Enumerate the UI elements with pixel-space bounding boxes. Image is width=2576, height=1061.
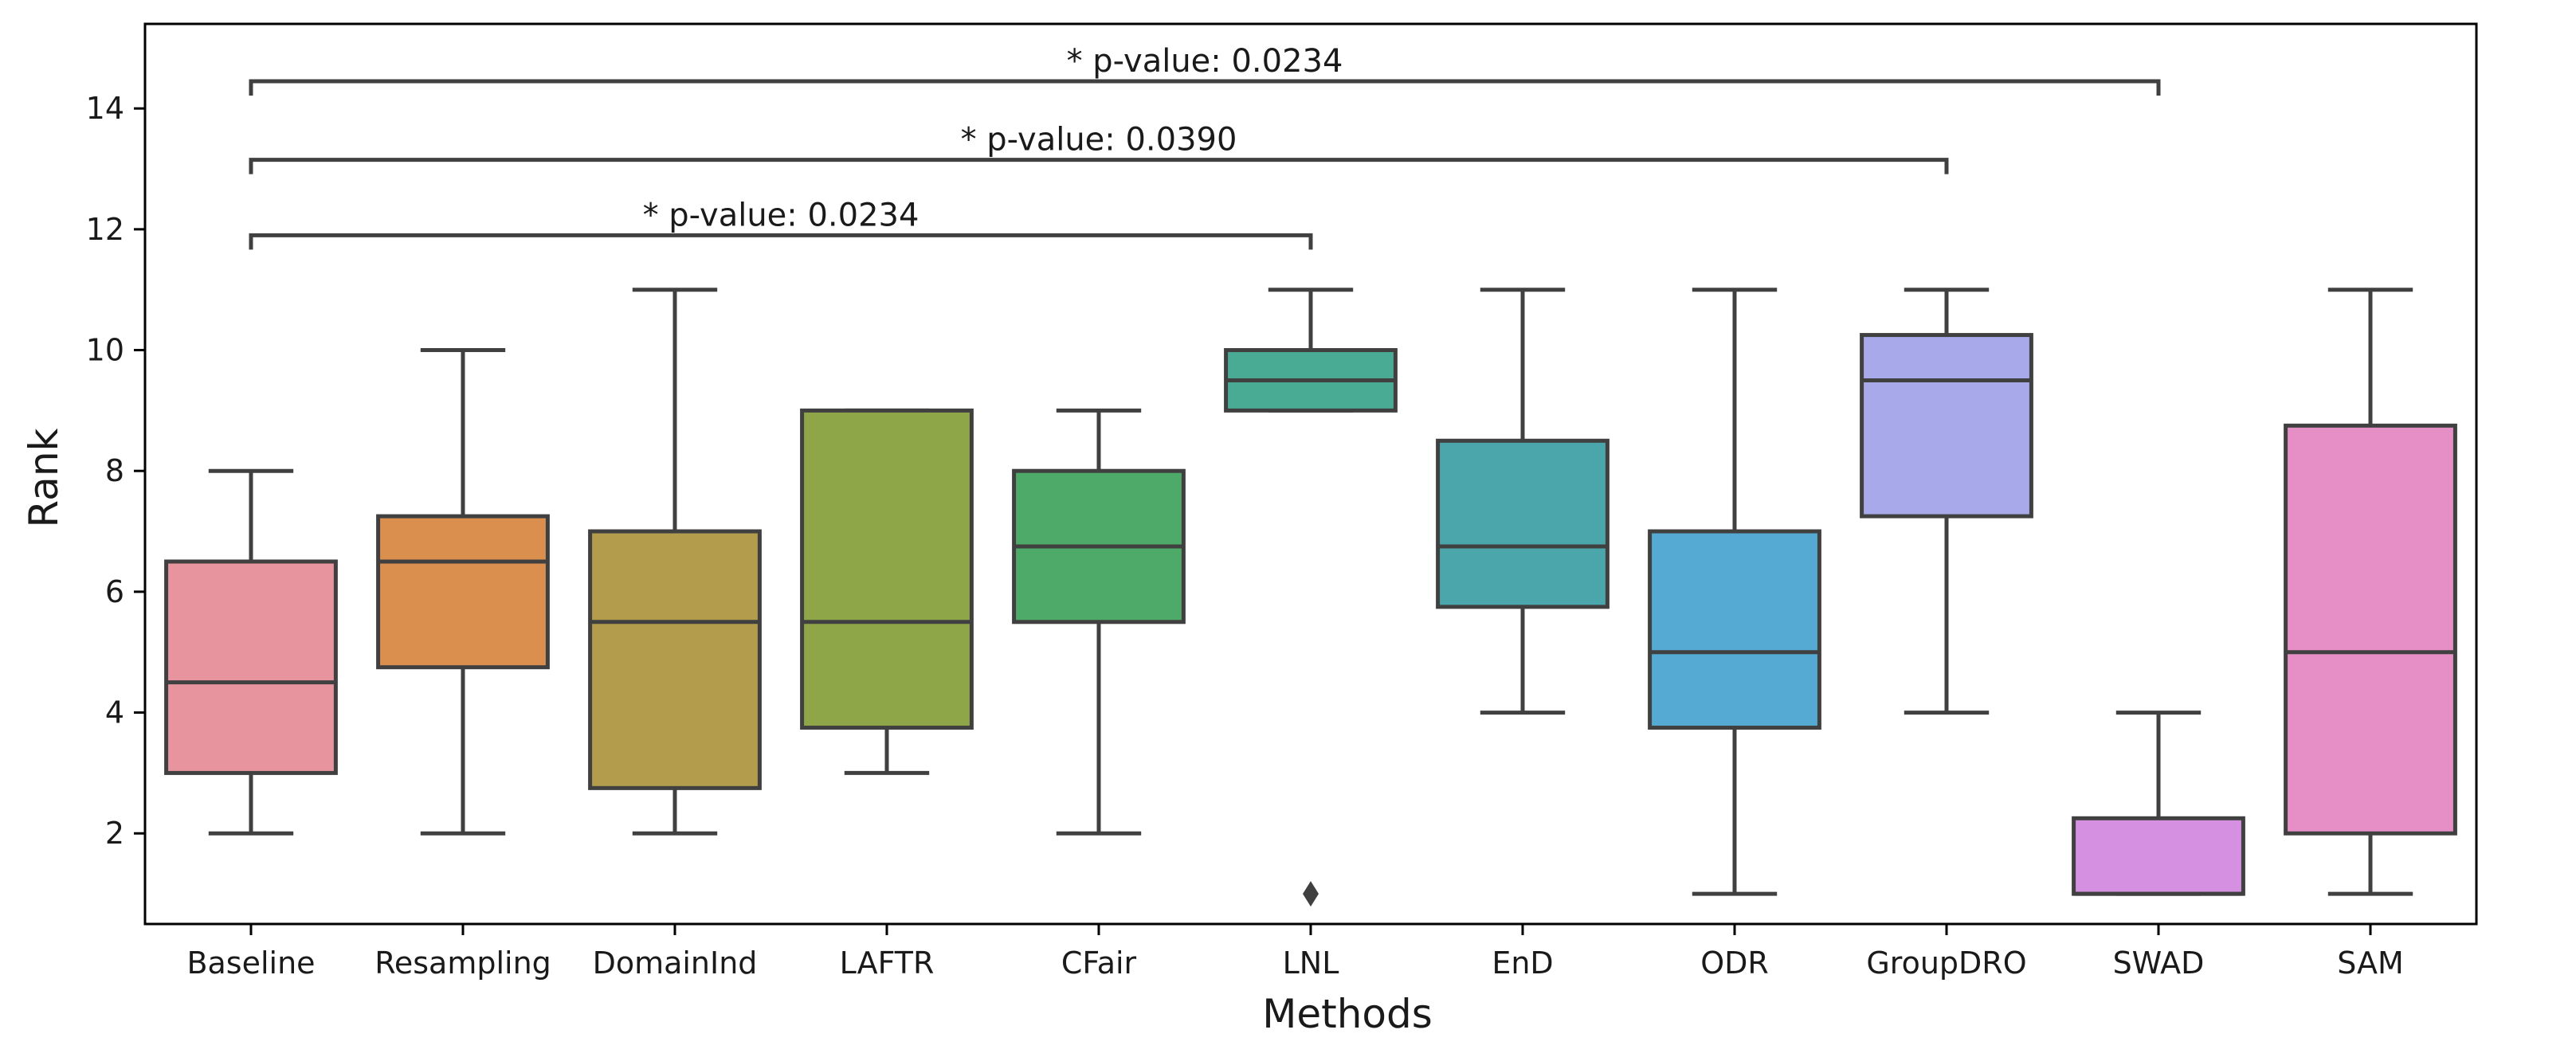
y-tick-label: 8 <box>105 453 124 488</box>
y-tick-label: 10 <box>86 333 124 368</box>
y-axis-ticks: 2 4 6 8 10 12 14 <box>86 91 145 851</box>
x-tick-label: DomainInd <box>593 946 758 981</box>
p-value-label: * p-value: 0.0234 <box>643 197 919 233</box>
significance-annotations: * p-value: 0.0234 * p-value: 0.0390 * p-va… <box>249 43 2161 250</box>
significance-bracket: * p-value: 0.0234 <box>249 197 1313 250</box>
x-tick-label: CFair <box>1061 946 1137 981</box>
box-domainind <box>588 288 762 836</box>
x-tick-label: LAFTR <box>840 946 935 981</box>
box-sam <box>2284 288 2457 896</box>
bracket-line <box>249 158 1949 174</box>
box-cfair <box>1012 408 1186 836</box>
x-tick-label: ODR <box>1700 946 1769 981</box>
x-axis-ticks: Baseline Resampling DomainInd LAFTR CFair LNL… <box>186 924 2404 981</box>
x-tick-label: GroupDRO <box>1866 946 2026 981</box>
iqr-box <box>376 514 550 670</box>
box-odr <box>1648 288 1821 896</box>
p-value-label: * p-value: 0.0234 <box>1067 43 1343 80</box>
iqr-box <box>1648 529 1821 730</box>
y-tick-label: 14 <box>86 91 124 126</box>
bracket-line <box>249 233 1313 250</box>
boxes <box>164 288 2457 907</box>
iqr-box <box>2284 423 2457 836</box>
x-tick-label: SAM <box>2337 946 2404 981</box>
x-axis-title: Methods <box>1262 991 1433 1037</box>
iqr-box <box>164 559 338 775</box>
iqr-box <box>588 529 762 790</box>
x-tick-label: Baseline <box>186 946 315 981</box>
x-tick-label: Resampling <box>374 946 551 981</box>
iqr-box <box>1436 438 1610 609</box>
y-tick-label: 4 <box>105 695 124 730</box>
box-baseline <box>164 468 338 836</box>
box-laftr <box>800 408 974 775</box>
y-tick-label: 6 <box>105 574 124 609</box>
box-lnl <box>1224 288 1398 907</box>
significance-bracket: * p-value: 0.0234 <box>249 43 2161 96</box>
box-swad <box>2072 711 2245 896</box>
iqr-box <box>2072 816 2245 896</box>
iqr-box <box>800 408 974 730</box>
x-tick-label: LNL <box>1283 946 1339 981</box>
x-tick-label: EnD <box>1492 946 1553 981</box>
significance-bracket: * p-value: 0.0390 <box>249 122 1949 174</box>
box-groupdro <box>1860 288 2033 715</box>
box-end <box>1436 288 1610 715</box>
iqr-box <box>1860 333 2033 519</box>
y-tick-label: 12 <box>86 212 124 247</box>
bracket-line <box>249 79 2161 96</box>
outlier-point <box>1303 881 1319 907</box>
box-resampling <box>376 348 550 836</box>
y-tick-label: 2 <box>105 816 124 851</box>
p-value-label: * p-value: 0.0390 <box>961 122 1237 159</box>
y-axis-title: Rank <box>21 428 67 527</box>
x-tick-label: SWAD <box>2113 946 2205 981</box>
